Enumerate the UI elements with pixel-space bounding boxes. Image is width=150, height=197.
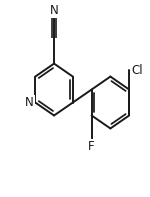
Text: N: N [25,96,34,109]
Text: N: N [50,4,59,17]
Text: F: F [88,139,95,152]
Text: Cl: Cl [131,64,143,77]
